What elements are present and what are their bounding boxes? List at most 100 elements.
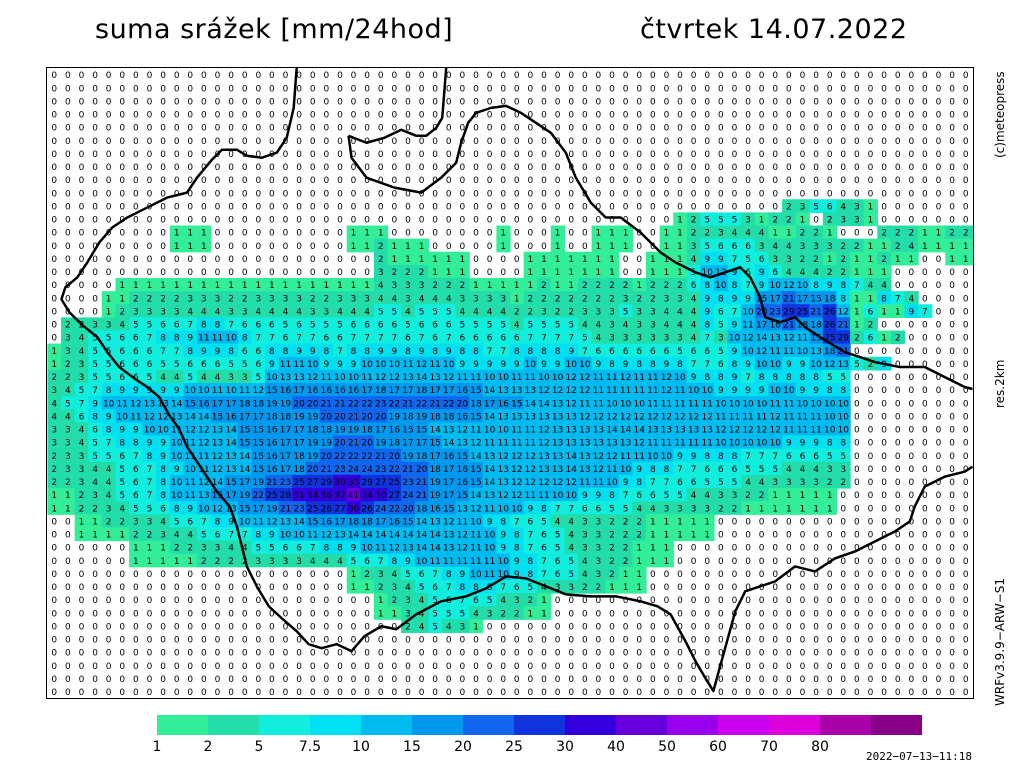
precip-value: 0 (895, 662, 901, 672)
precip-value: 2 (840, 242, 846, 252)
precip-value: 0 (786, 111, 792, 121)
precip-value: 0 (786, 596, 792, 606)
precip-value: 2 (786, 216, 792, 226)
precip-value: 0 (596, 71, 602, 81)
precip-value: 22 (334, 452, 345, 462)
precip-value: 0 (840, 176, 846, 186)
precip-value: 0 (827, 531, 833, 541)
precip-value: 0 (854, 662, 860, 672)
precip-value: 0 (174, 688, 180, 698)
precip-cell (346, 278, 361, 292)
precip-value: 6 (119, 334, 125, 344)
precip-value: 0 (487, 255, 493, 265)
precip-value: 0 (555, 636, 561, 646)
precip-value: 6 (364, 321, 370, 331)
precip-value: 22 (361, 399, 372, 409)
precip-value: 0 (718, 97, 724, 107)
precip-value: 0 (460, 202, 466, 212)
precip-value: 0 (242, 229, 248, 239)
precip-value: 4 (337, 557, 343, 567)
precip-value: 0 (691, 150, 697, 160)
precip-value: 1 (255, 281, 261, 291)
precip-value: 11 (497, 439, 508, 449)
precip-value: 13 (552, 465, 563, 475)
precip-value: 0 (269, 189, 275, 199)
precip-value: 0 (228, 229, 234, 239)
precip-value: 0 (541, 176, 547, 186)
precip-value: 6 (732, 242, 738, 252)
precip-value: 4 (201, 373, 207, 383)
precip-value: 0 (786, 150, 792, 160)
precip-value: 0 (963, 307, 969, 317)
precip-value: 3 (419, 281, 425, 291)
precip-value: 0 (691, 111, 697, 121)
precip-value: 0 (786, 163, 792, 173)
precip-value: 0 (759, 557, 765, 567)
precip-value: 0 (446, 124, 452, 134)
precip-value: 23 (375, 399, 386, 409)
precip-value: 0 (949, 426, 955, 436)
precip-value: 0 (936, 622, 942, 632)
precip-value: 10 (307, 360, 319, 370)
precip-value: 3 (296, 557, 302, 567)
precip-value: 0 (106, 688, 112, 698)
precip-value: 11 (198, 452, 209, 462)
precip-value: 0 (936, 176, 942, 186)
precip-cell (550, 278, 566, 292)
precip-cell (877, 264, 892, 279)
precip-value: 1 (392, 242, 398, 252)
precip-value: 0 (500, 111, 506, 121)
precip-value: 4 (79, 347, 85, 357)
precip-value: 0 (106, 71, 112, 81)
precip-value: 11 (797, 426, 808, 436)
precip-value: 0 (596, 662, 602, 672)
precip-value: 2 (65, 373, 71, 383)
precip-value: 0 (51, 517, 57, 527)
precip-value: 0 (759, 111, 765, 121)
precip-cell (863, 199, 878, 213)
precip-value: 10 (770, 386, 782, 396)
precip-value: 0 (51, 163, 57, 173)
precip-value: 9 (704, 255, 710, 265)
precip-value: 0 (691, 557, 697, 567)
precip-value: 1 (677, 517, 683, 527)
precip-value: 1 (609, 229, 615, 239)
precip-value: 27 (389, 491, 400, 501)
precip-value: 0 (650, 609, 656, 619)
precip-value: 20 (416, 465, 428, 475)
precip-value: 13 (838, 360, 849, 370)
precip-value: 10 (824, 399, 836, 409)
precip-value: 0 (800, 609, 806, 619)
precip-value: 13 (484, 491, 495, 501)
precip-value: 12 (198, 439, 209, 449)
precip-value: 11 (253, 517, 264, 527)
precip-value: 1 (813, 491, 819, 501)
precip-value: 0 (228, 111, 234, 121)
precip-value: 10 (361, 544, 373, 554)
precip-value: 1 (881, 242, 887, 252)
precip-value: 10 (552, 373, 564, 383)
precip-value: 0 (596, 636, 602, 646)
precip-value: 8 (364, 347, 370, 357)
precip-value: 0 (718, 570, 724, 580)
precip-value: 0 (582, 124, 588, 134)
precip-value: 0 (364, 150, 370, 160)
precip-value: 0 (255, 688, 261, 698)
precip-value: 0 (119, 242, 125, 252)
precip-value: 0 (908, 124, 914, 134)
precip-value: 1 (228, 281, 234, 291)
precip-value: 4 (759, 478, 765, 488)
precip-cell (428, 264, 443, 279)
precip-value: 0 (79, 294, 85, 304)
precip-value: 13 (702, 426, 713, 436)
precip-value: 11 (484, 570, 495, 580)
precip-value: 6 (759, 255, 765, 265)
precip-value: 0 (664, 71, 670, 81)
precip-value: 0 (623, 688, 629, 698)
precip-value: 11 (606, 386, 617, 396)
precip-value: 0 (636, 255, 642, 265)
precip-cell (496, 238, 511, 253)
precip-value: 13 (497, 465, 508, 475)
precip-value: 0 (813, 596, 819, 606)
